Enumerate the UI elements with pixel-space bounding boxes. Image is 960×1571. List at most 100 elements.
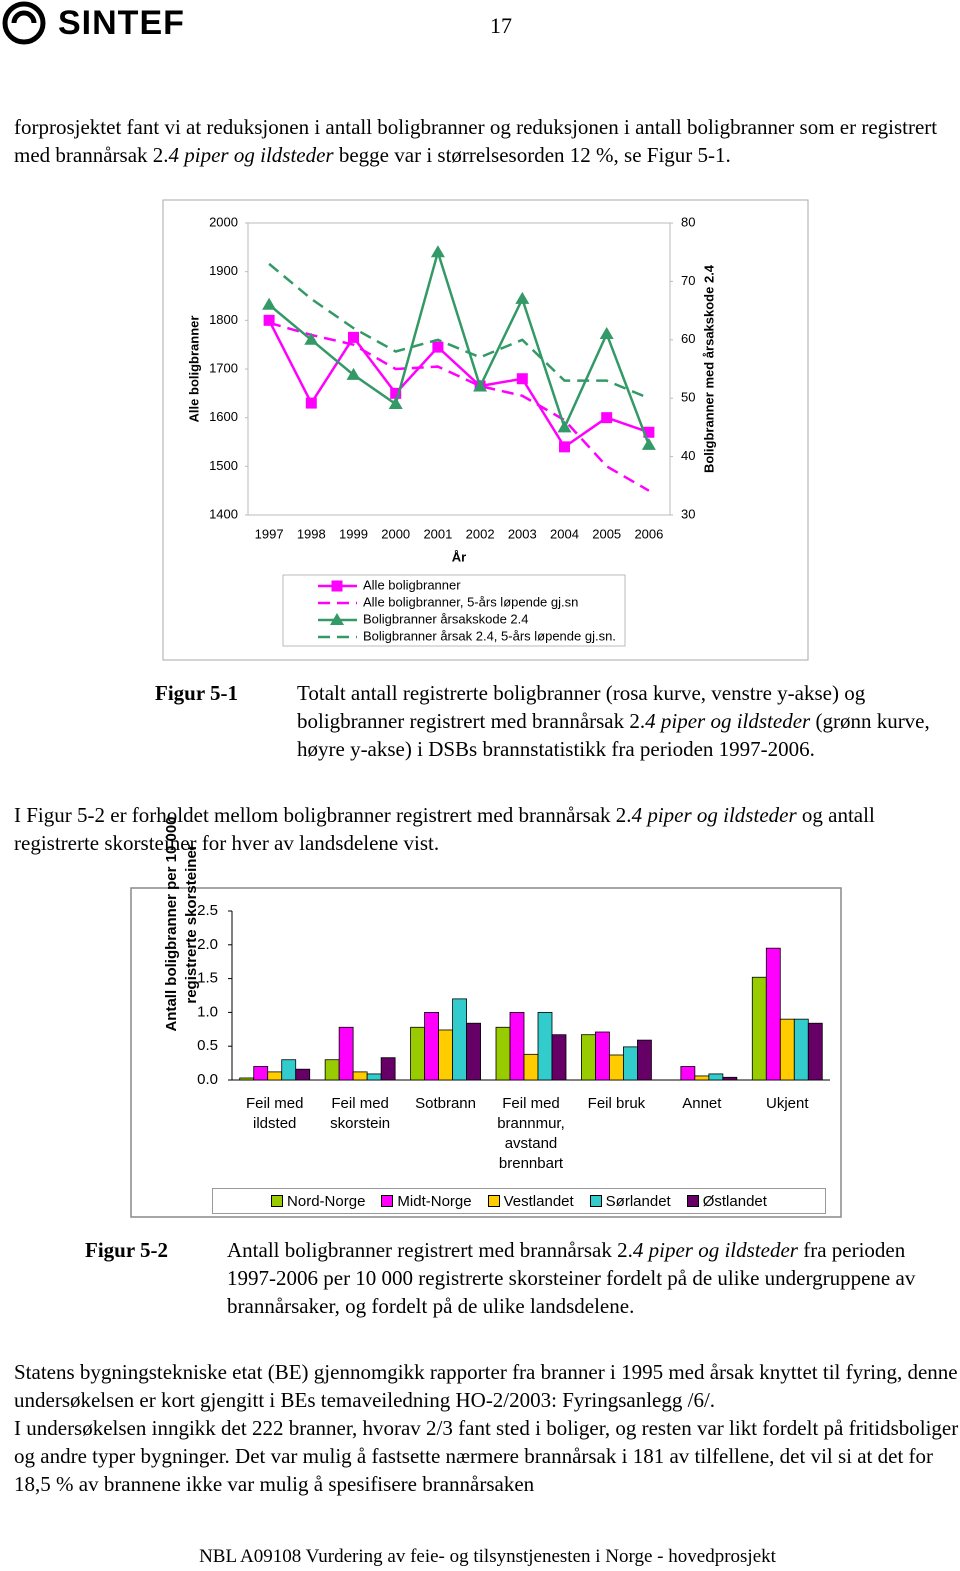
y2-tick-label: 30 [681,506,695,521]
legend-swatch [271,1194,284,1207]
italic-text: 4 piper og ildsteder [632,1238,798,1262]
marker [601,412,613,424]
x-tick-label: 2003 [508,526,537,541]
legend-label: Boligbranner årsakskode 2.4 [363,611,529,626]
legend-item: Nord-Norge [271,1193,365,1210]
series-line [268,262,650,400]
marker [641,437,656,450]
y-tick-label: 1800 [209,312,238,327]
bar [352,1071,368,1081]
legend-swatch [381,1194,394,1207]
legend-label: Alle boligbranner, 5-års løpende gj.sn [363,594,578,609]
bar [523,1053,539,1081]
legend-swatch [589,1194,602,1207]
marker [557,420,572,433]
y-tick-label: 1700 [209,360,238,375]
paragraph: I Figur 5-2 er forholdet mellom boligbra… [14,801,959,857]
legend-item: Vestlandet [487,1193,574,1210]
y-tick-label: 1500 [209,458,238,473]
figure-frame [130,887,842,1218]
bar [595,1031,610,1081]
bar [267,1071,283,1081]
legend-swatch [686,1194,699,1207]
bar [495,1026,511,1081]
bar [410,1026,425,1081]
legend-label: Nord-Norge [287,1192,366,1210]
bar [694,1075,710,1081]
bar [680,1066,696,1081]
x-tick-label: 2000 [381,526,410,541]
y2-tick-label: 40 [681,448,695,463]
figure-caption: Totalt antall registrerte boligbranner (… [297,679,960,763]
legend-item: Sørlandet [589,1192,671,1210]
legend-label: Alle boligbranner [363,577,461,592]
bar [708,1073,724,1081]
bar [366,1073,382,1081]
paragraph: I undersøkelsen inngikk det 222 branner,… [14,1414,960,1498]
italic-text: 4 piper og ildsteder [631,803,797,827]
marker [331,580,343,592]
y2-tick-label: 50 [681,390,695,405]
marker [473,379,488,392]
legend-swatch [487,1194,500,1207]
y-tick-label: 2.0 [197,936,218,953]
bar [793,1018,809,1081]
paragraph: forprosjektet fant vi at reduksjonen i a… [14,113,959,169]
x-tick-label: Annet [682,1095,722,1112]
bar [551,1034,567,1081]
x-tick-label: 2006 [634,526,663,541]
bar [537,1012,553,1081]
italic-text: 4 piper og ildsteder [168,143,334,167]
marker [305,397,317,409]
bar [722,1076,738,1081]
bar [581,1034,596,1081]
marker [262,297,277,310]
x-tick-label: Feil bruk [587,1095,646,1112]
bar [509,1012,525,1081]
y-tick-label: 2.5 [197,902,218,919]
text-run: forprosjektet fant vi at reduksjonen i a… [14,115,938,167]
y-tick-label: 1400 [209,506,238,521]
y2-axis-label: Boligbranner med årsakskode 2.4 [701,264,716,473]
text-run: (grønn kurve, høyre y-akse) i DSBs brann… [297,709,930,761]
bar [295,1068,311,1081]
y-tick-label: 0.5 [197,1037,218,1054]
x-axis-label: År [452,549,466,564]
text-run: Statens bygningstekniske etat (BE) gjenn… [14,1360,958,1412]
x-tick-label: 2005 [592,526,621,541]
y-tick-label: 2000 [209,214,238,229]
marker [432,341,444,353]
bar [779,1018,795,1081]
marker [516,373,528,385]
bar [466,1022,481,1081]
series-line [267,319,650,449]
text-run: og antall registrerte skorsteiner for hv… [14,803,875,855]
y-tick-label: 1900 [209,263,238,278]
marker [304,332,319,345]
legend-label: Midt-Norge [397,1192,472,1210]
marker [330,613,344,625]
x-tick-label: Feil med ildsted [245,1095,304,1132]
bar [807,1022,823,1081]
legend-label: Sørlandet [605,1192,671,1210]
text-run: Totalt antall registrerte boligbranner (… [297,681,866,733]
bar [623,1046,638,1081]
legend-item: Østlandet [686,1193,767,1210]
bar [338,1026,354,1081]
x-tick-label: Feil med skorstein [330,1095,391,1132]
legend-label: Boligbranner årsak 2.4, 5-års løpende gj… [363,628,616,643]
x-tick-label: Feil med brannmur, avstand brennbart [497,1095,565,1172]
bar [324,1059,340,1081]
y-tick-label: 1.5 [197,970,218,987]
italic-text: 4 piper og ildsteder [645,709,811,733]
y-tick-label: 1.0 [197,1003,218,1020]
marker [346,367,361,380]
marker [263,314,275,326]
figure-label: Figur 5-2 [85,1238,169,1262]
x-tick-label: 1998 [297,526,326,541]
marker [348,331,359,343]
plot-frame [247,222,671,516]
text-run: I undersøkelsen inngikk det 222 branner,… [14,1416,959,1496]
bar [424,1012,439,1081]
